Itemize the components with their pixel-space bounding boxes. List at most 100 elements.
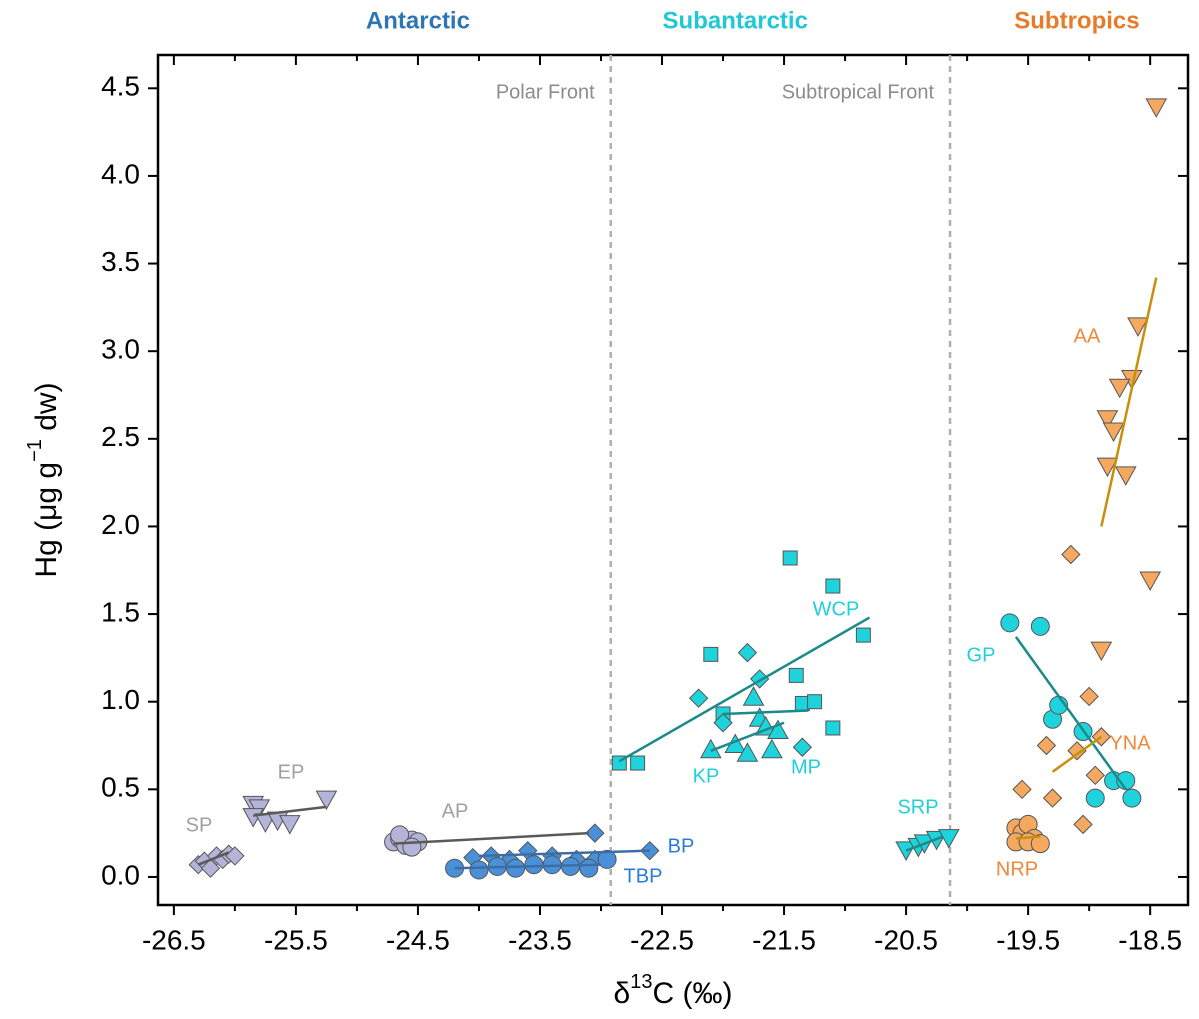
marker [1030, 616, 1050, 636]
fit-line [722, 709, 809, 716]
marker [402, 837, 422, 857]
marker [1061, 544, 1081, 565]
group-label: BP [668, 835, 695, 857]
marker [1102, 422, 1125, 443]
fit-line [1051, 735, 1103, 773]
x-tick-label: -24.5 [386, 924, 450, 955]
x-tick-label: -26.5 [142, 924, 206, 955]
marker [713, 713, 733, 733]
x-axis-title-part: 13 [630, 971, 652, 993]
x-tick-label: -21.5 [752, 924, 816, 955]
x-tick-label: -25.5 [264, 924, 328, 955]
marker [1000, 613, 1020, 633]
plot-frame [156, 53, 1190, 907]
marker [1090, 641, 1113, 662]
group-label: EP [278, 761, 305, 783]
x-axis-title: δ13C (‰) [614, 971, 733, 1010]
marker [278, 815, 301, 835]
group-label: GP [967, 644, 996, 666]
group-label: TBP [624, 865, 663, 887]
marker [1067, 741, 1087, 761]
group-label: SRP [897, 796, 938, 818]
fit-line [393, 831, 589, 845]
x-axis-title-part: C (‰) [652, 977, 732, 1010]
x-tick-label: -23.5 [508, 924, 572, 955]
x-tick-label: -20.5 [874, 924, 938, 955]
marker [1085, 765, 1105, 786]
group-label: YNA [1109, 732, 1151, 754]
group-label: WCP [813, 598, 860, 620]
y-tick-label: 2.0 [101, 509, 140, 540]
fit-line [454, 863, 602, 870]
fit-line [253, 805, 327, 817]
marker [1096, 457, 1119, 478]
marker [761, 738, 783, 759]
fit-line [1100, 277, 1158, 527]
marker [737, 642, 758, 663]
fit-line [1015, 835, 1041, 840]
marker [825, 578, 841, 594]
y-axis-title-part: dw) [30, 382, 63, 439]
group-label: SP [186, 814, 213, 836]
marker [1085, 788, 1105, 808]
y-tick-label: 0.5 [101, 772, 140, 803]
group-label: KP [693, 765, 720, 787]
marker [1122, 788, 1142, 808]
marker [688, 688, 709, 708]
fit-line [1014, 636, 1127, 791]
marker [703, 646, 719, 662]
y-axis-title-part: Hg (μg g [30, 462, 63, 578]
marker [736, 742, 759, 762]
marker [630, 755, 646, 771]
marker [782, 550, 798, 566]
y-tick-label: 2.5 [101, 421, 140, 452]
marker [1139, 571, 1162, 592]
group-label: AP [442, 800, 469, 822]
marker [315, 790, 338, 811]
fit-line [710, 721, 785, 752]
marker [792, 737, 813, 757]
marker [597, 849, 617, 869]
marker [585, 823, 605, 843]
marker [937, 829, 960, 849]
front-label: Polar Front [496, 81, 595, 103]
x-axis-title-part: δ [614, 977, 631, 1010]
y-tick-label: 1.0 [101, 684, 140, 715]
y-tick-label: 4.5 [101, 71, 140, 102]
region-title: Subtropics [1014, 7, 1139, 34]
marker [825, 720, 841, 736]
region-title: Subantarctic [663, 7, 808, 34]
marker [579, 858, 599, 878]
marker [1114, 466, 1137, 486]
front-label: Subtropical Front [782, 81, 935, 103]
marker [1145, 98, 1168, 118]
marker [742, 686, 765, 706]
x-tick-label: -22.5 [630, 924, 694, 955]
fit-line [197, 851, 230, 866]
x-tick-label: -18.5 [1118, 924, 1182, 955]
y-tick-label: 3.5 [101, 246, 140, 277]
marker [1012, 779, 1032, 800]
y-tick-label: 3.0 [101, 334, 140, 365]
group-label: AA [1074, 325, 1101, 347]
y-axis-title-part: −1 [24, 439, 46, 462]
region-title: Antarctic [366, 7, 470, 34]
marker [1096, 410, 1119, 430]
y-tick-label: 0.0 [101, 859, 140, 890]
marker [469, 860, 489, 880]
marker [1073, 814, 1093, 835]
group-label: NRP [996, 858, 1038, 880]
marker [1036, 735, 1057, 756]
fit-line [478, 849, 650, 858]
fit-line [905, 835, 944, 852]
y-axis-title: Hg (μg g−1 dw) [24, 382, 63, 577]
marker [1079, 686, 1099, 707]
marker [807, 694, 823, 710]
marker [506, 858, 526, 878]
marker [1030, 834, 1050, 854]
marker [767, 719, 789, 739]
group-label: MP [791, 756, 821, 778]
marker [1042, 788, 1063, 808]
fit-line [618, 616, 871, 763]
